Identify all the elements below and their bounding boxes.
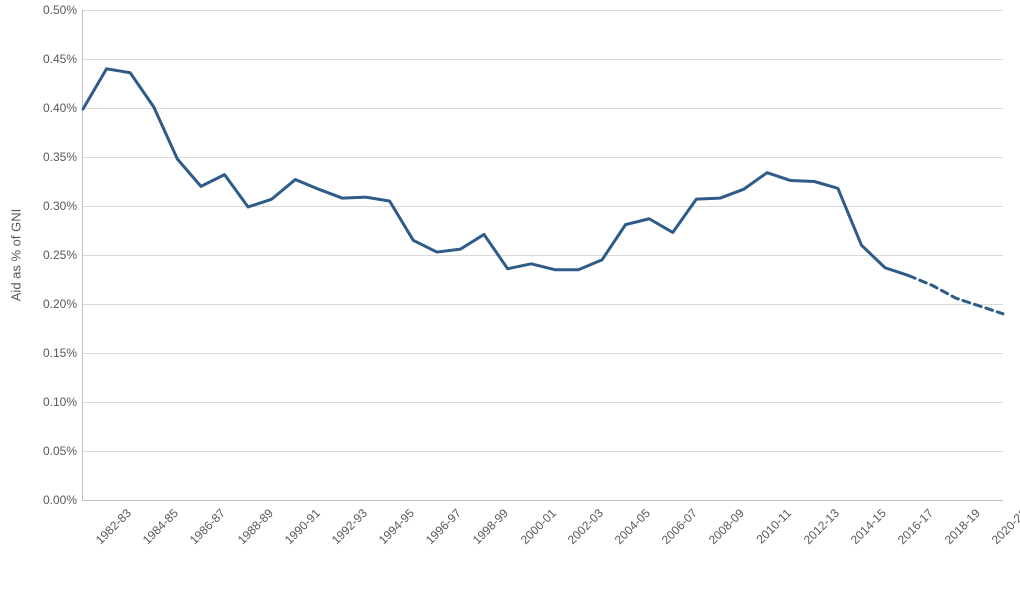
x-tick-label: 1982-83: [93, 506, 134, 547]
x-tick-label: 1990-91: [282, 506, 323, 547]
series-line: [83, 69, 909, 276]
x-tick-label: 2016-17: [895, 506, 936, 547]
x-tick-label: 1988-89: [234, 506, 275, 547]
x-tick-label: 2004-05: [612, 506, 653, 547]
y-tick-label: 0.45%: [43, 52, 77, 66]
x-tick-label: 2010-11: [753, 506, 793, 546]
x-tick-label: 1984-85: [140, 506, 181, 547]
y-tick-label: 0.15%: [43, 346, 77, 360]
y-tick-label: 0.00%: [43, 493, 77, 507]
y-tick-label: 0.10%: [43, 395, 77, 409]
x-tick-label: 2020-21: [989, 506, 1020, 547]
x-tick-label: 2002-03: [565, 506, 606, 547]
x-tick-label: 2000-01: [518, 506, 559, 547]
y-tick-label: 0.50%: [43, 3, 77, 17]
x-tick-label: 1998-99: [470, 506, 511, 547]
x-tick-label: 2008-09: [706, 506, 747, 547]
y-tick-label: 0.30%: [43, 199, 77, 213]
series-line: [909, 276, 1003, 314]
x-tick-label: 2012-13: [801, 506, 842, 547]
x-tick-label: 1994-95: [376, 506, 417, 547]
chart-series: [83, 10, 1003, 500]
y-tick-label: 0.25%: [43, 248, 77, 262]
y-tick-label: 0.05%: [43, 444, 77, 458]
y-tick-label: 0.40%: [43, 101, 77, 115]
y-tick-label: 0.20%: [43, 297, 77, 311]
plot-area: 0.00%0.05%0.10%0.15%0.20%0.25%0.30%0.35%…: [82, 10, 1003, 501]
x-tick-label: 1996-97: [423, 506, 464, 547]
x-tick-label: 2006-07: [659, 506, 700, 547]
y-tick-label: 0.35%: [43, 150, 77, 164]
x-tick-label: 1986-87: [187, 506, 228, 547]
x-tick-label: 2014-15: [848, 506, 889, 547]
y-axis-title: Aid as % of GNI: [9, 209, 24, 301]
x-tick-label: 2018-19: [942, 506, 983, 547]
x-tick-label: 1992-93: [329, 506, 370, 547]
line-chart: 0.00% 0.05% 0.10% 0.15% 0.20% 0.25% 0.30% 0.35%…: [0, 0, 1020, 608]
